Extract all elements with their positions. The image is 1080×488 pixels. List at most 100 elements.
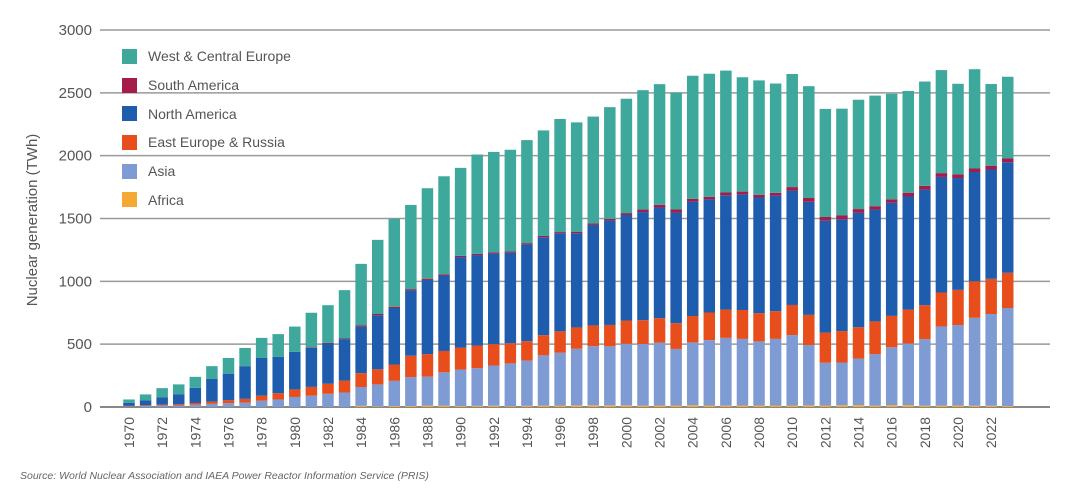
- bar-segment-west-central-europe-1978: [255, 337, 268, 358]
- bar-segment-asia-2018: [919, 339, 931, 406]
- bar-segment-west-central-europe-1984: [355, 263, 367, 326]
- bar-segment-asia-1973: [172, 405, 185, 407]
- bar-segment-south-america-2020: [952, 174, 964, 179]
- bar-segment-west-central-europe-2016: [885, 93, 898, 200]
- bar-segment-east-europe-russia-1972: [156, 404, 168, 406]
- bar-segment-west-central-europe-1991: [471, 154, 483, 254]
- bar-segment-africa-2016: [885, 405, 898, 407]
- bar-segment-asia-2010: [786, 335, 798, 406]
- bar-segment-north-america-2004: [686, 201, 699, 317]
- bar-segment-north-america-2010: [786, 190, 798, 305]
- bar-segment-asia-1975: [206, 403, 218, 407]
- bar-segment-east-europe-russia-2021: [968, 281, 981, 318]
- bar-1992: [488, 151, 500, 407]
- bar-segment-north-america-1995: [537, 237, 550, 336]
- bar-segment-south-america-1999: [604, 219, 616, 221]
- bar-segment-north-america-1980: [289, 351, 301, 390]
- bar-segment-north-america-2013: [836, 219, 848, 332]
- y-axis-title: Nuclear generation (TWh): [24, 134, 41, 307]
- bar-segment-asia-1993: [504, 363, 517, 407]
- bar-segment-africa-2005: [703, 405, 716, 407]
- bar-2019: [935, 70, 948, 407]
- bar-segment-africa-2000: [620, 405, 633, 407]
- bar-segment-east-europe-russia-1971: [139, 405, 152, 406]
- bar-segment-africa-2017: [902, 405, 915, 407]
- bar-segment-south-america-1987: [405, 289, 417, 291]
- bar-segment-west-central-europe-1996: [554, 118, 566, 233]
- bar-segment-west-central-europe-1995: [537, 130, 550, 236]
- bar-2023: [1001, 76, 1014, 407]
- bar-segment-north-america-1998: [587, 224, 599, 326]
- bar-segment-asia-1979: [272, 399, 284, 407]
- bar-segment-asia-1992: [488, 365, 500, 406]
- bar-2005: [703, 73, 716, 407]
- bar-segment-africa-2002: [653, 405, 666, 407]
- bar-1981: [305, 312, 318, 407]
- bar-segment-north-america-1978: [255, 357, 268, 396]
- bar-segment-africa-2015: [869, 405, 881, 407]
- bar-segment-north-america-2015: [869, 209, 881, 322]
- bar-segment-west-central-europe-1994: [521, 140, 533, 244]
- bar-segment-north-america-1977: [239, 366, 251, 399]
- bar-segment-north-america-1999: [604, 220, 616, 325]
- bar-segment-east-europe-russia-2020: [952, 289, 964, 326]
- bar-segment-asia-2000: [620, 343, 633, 406]
- bar-segment-west-central-europe-1992: [488, 151, 500, 253]
- bar-segment-east-europe-russia-1995: [537, 335, 550, 356]
- bar-segment-west-central-europe-2018: [919, 81, 931, 186]
- bar-1983: [338, 290, 351, 407]
- bar-segment-south-america-2007: [736, 191, 749, 195]
- bar-segment-africa-1999: [604, 405, 616, 407]
- bar-segment-east-europe-russia-2006: [720, 309, 732, 338]
- bars: [123, 69, 1014, 407]
- bar-segment-asia-1989: [438, 372, 450, 406]
- bar-1993: [504, 149, 517, 407]
- bar-segment-south-america-2002: [653, 204, 666, 208]
- bar-segment-north-america-1996: [554, 233, 566, 332]
- bar-segment-east-europe-russia-1977: [239, 398, 251, 403]
- bar-segment-asia-2001: [637, 344, 649, 406]
- bar-segment-south-america-2008: [753, 194, 765, 198]
- bar-segment-asia-2016: [885, 347, 898, 406]
- bar-segment-east-europe-russia-2001: [637, 320, 649, 345]
- bar-segment-east-europe-russia-1976: [222, 400, 235, 404]
- bar-segment-asia-2004: [686, 342, 699, 406]
- bar-1978: [255, 337, 268, 407]
- bar-segment-east-europe-russia-1988: [421, 354, 434, 377]
- bar-segment-east-europe-russia-1997: [570, 327, 583, 349]
- legend-swatch: [122, 163, 137, 179]
- bar-segment-west-central-europe-1972: [156, 388, 168, 398]
- bar-segment-africa-2010: [786, 405, 798, 407]
- bar-segment-asia-1986: [388, 380, 401, 406]
- legend-item: North America: [122, 99, 291, 128]
- bar-segment-west-central-europe-2002: [653, 84, 666, 205]
- bar-segment-north-america-1971: [139, 400, 152, 406]
- bar-2000: [620, 98, 633, 407]
- bar-segment-asia-2013: [836, 362, 848, 406]
- legend-label: East Europe & Russia: [148, 134, 285, 151]
- bar-segment-south-america-2005: [703, 196, 716, 200]
- bar-segment-africa-1989: [438, 405, 450, 407]
- bar-segment-east-europe-russia-2000: [620, 320, 633, 344]
- y-tick-label: 3000: [59, 22, 92, 39]
- bar-segment-west-central-europe-1987: [405, 204, 417, 290]
- bar-segment-east-europe-russia-2008: [753, 313, 765, 342]
- bar-segment-africa-1996: [554, 405, 566, 407]
- bar-segment-north-america-2012: [819, 220, 832, 333]
- bar-segment-west-central-europe-2017: [902, 90, 915, 193]
- x-tick-label: 1978: [254, 417, 270, 448]
- legend-swatch: [122, 77, 137, 93]
- bar-segment-africa-2009: [769, 405, 782, 407]
- bar-segment-east-europe-russia-2015: [869, 321, 881, 355]
- bar-2007: [736, 77, 749, 407]
- bar-segment-north-america-2009: [769, 195, 782, 312]
- x-tick-label: 2002: [652, 417, 668, 448]
- bar-segment-north-america-1973: [172, 394, 185, 405]
- bar-segment-north-america-2005: [703, 199, 716, 313]
- bar-1972: [156, 388, 168, 407]
- bar-segment-asia-1972: [156, 405, 168, 407]
- bar-segment-west-central-europe-2019: [935, 70, 948, 174]
- bar-segment-south-america-2016: [885, 199, 898, 203]
- bar-1977: [239, 347, 251, 407]
